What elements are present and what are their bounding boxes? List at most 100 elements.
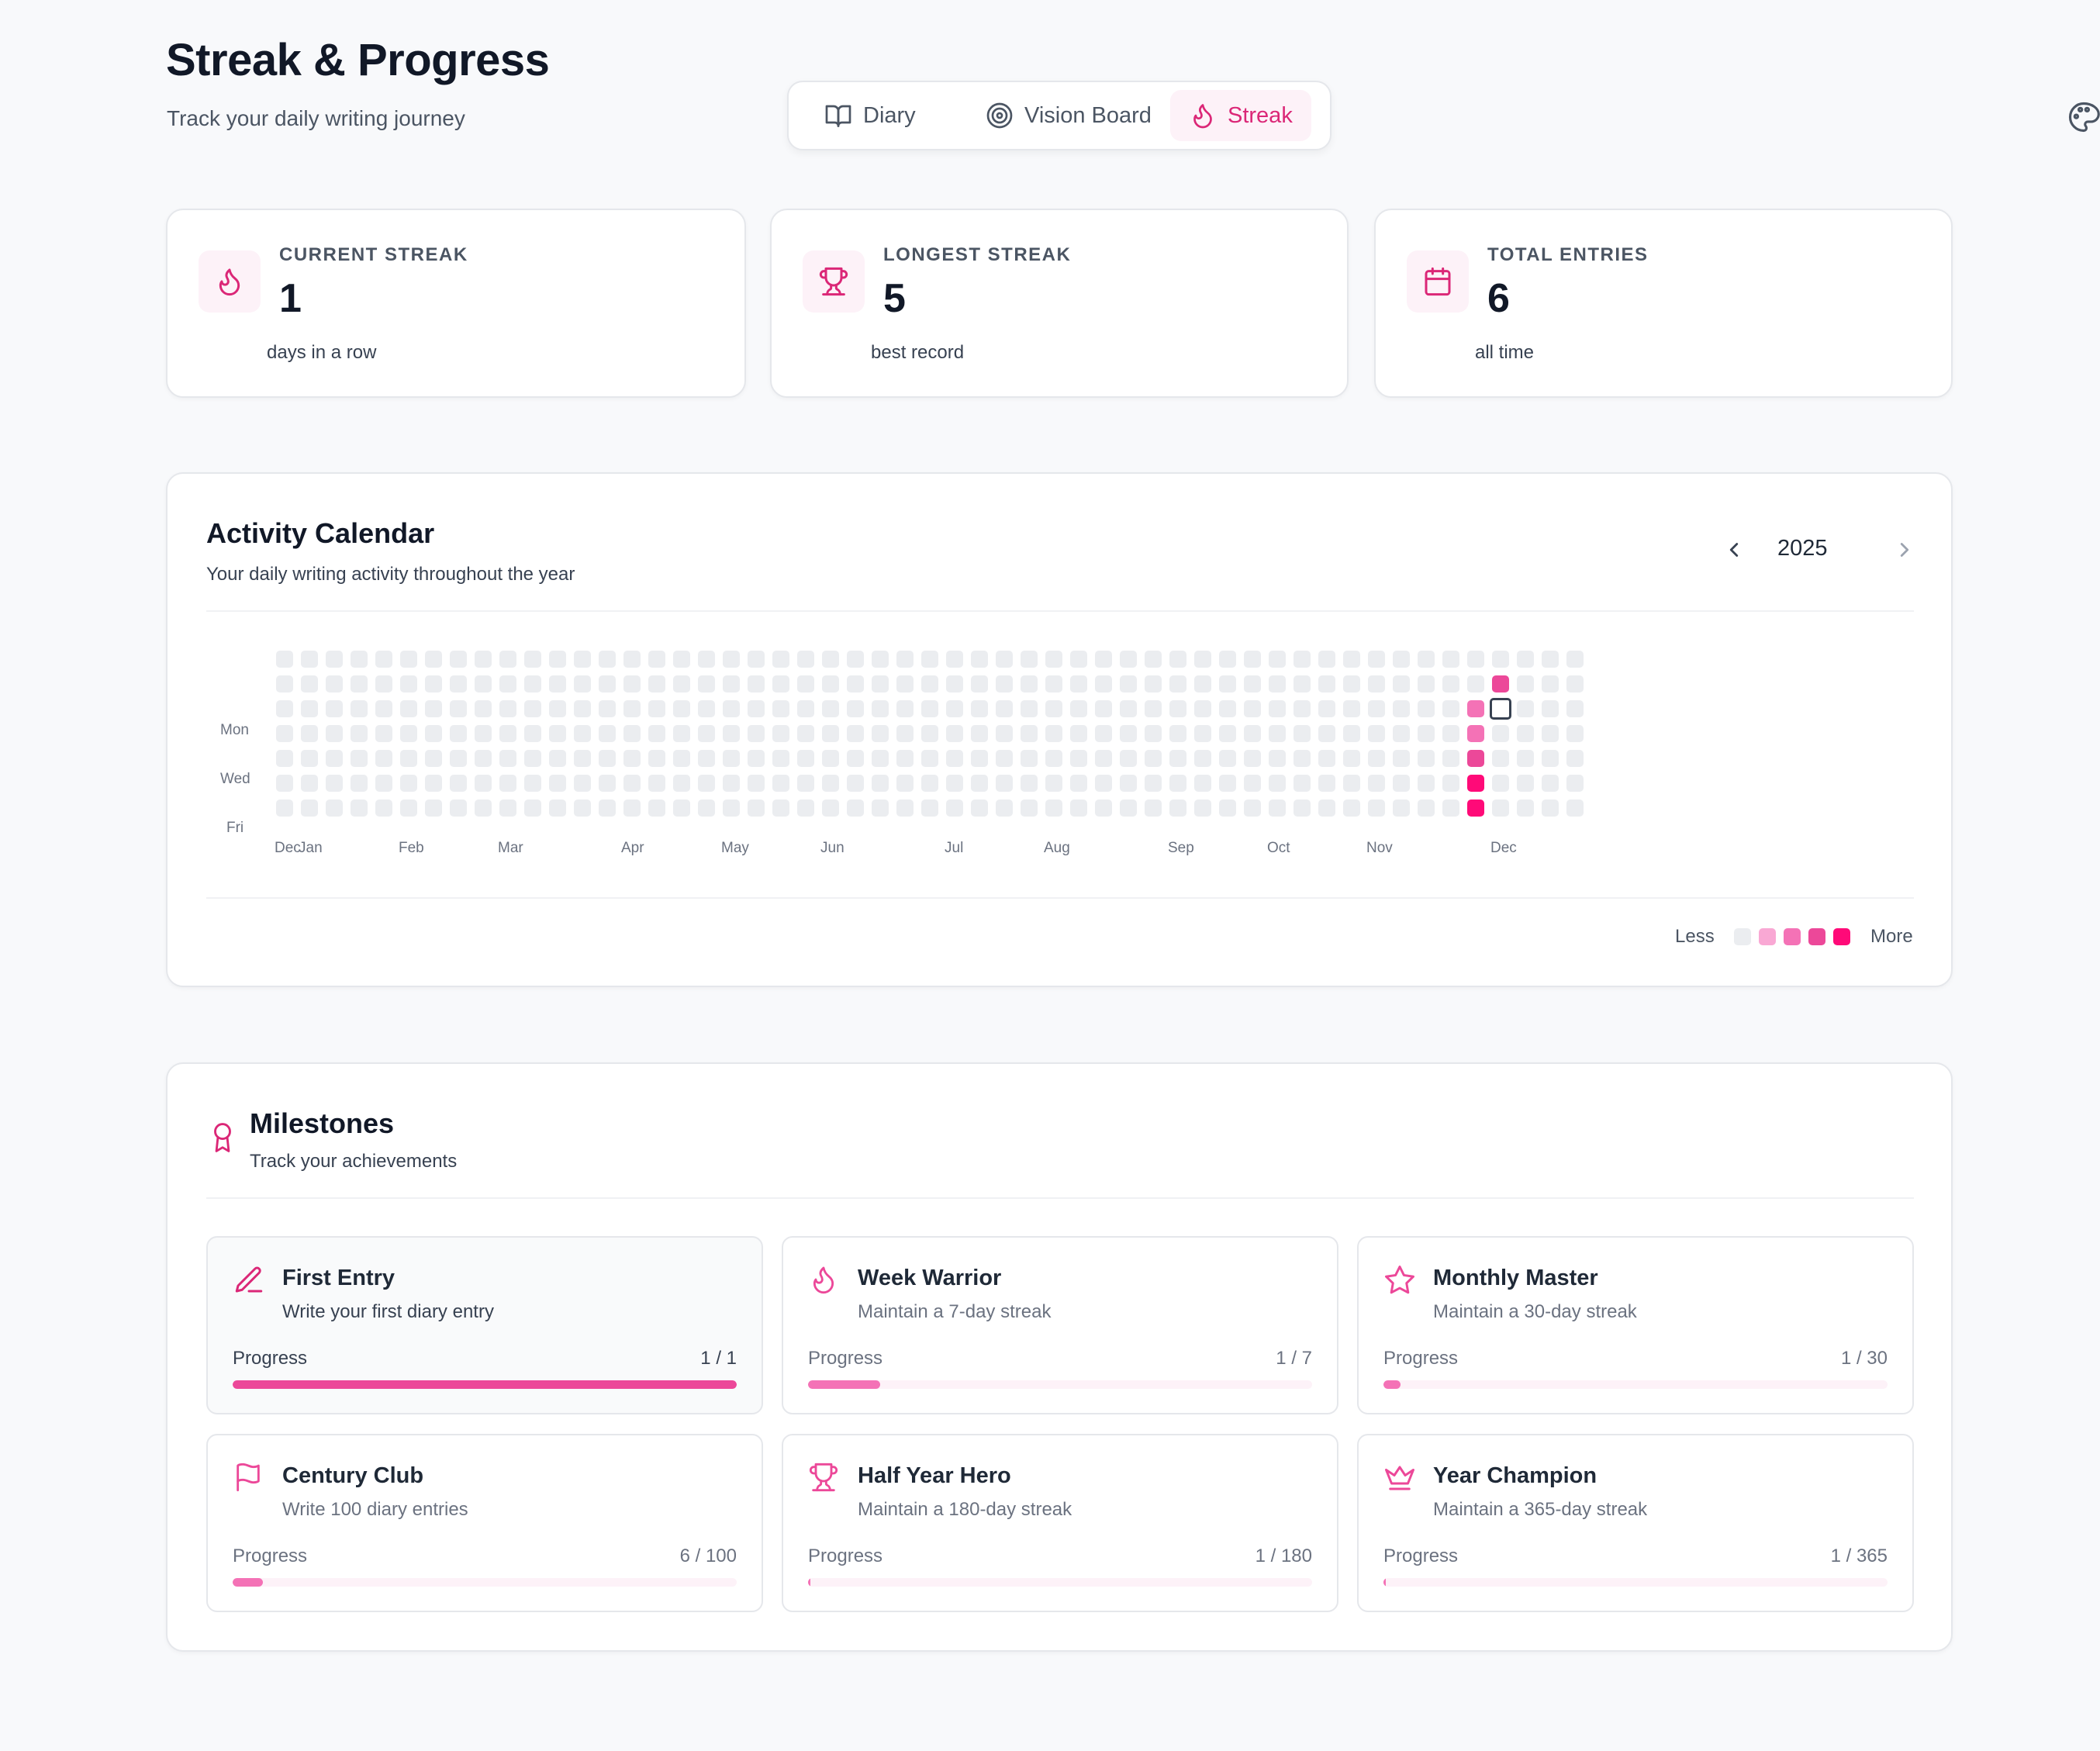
activity-day-cell[interactable] bbox=[698, 750, 715, 767]
activity-day-cell[interactable] bbox=[425, 651, 442, 668]
activity-day-cell[interactable] bbox=[1343, 651, 1360, 668]
activity-day-cell[interactable] bbox=[1045, 651, 1062, 668]
activity-day-cell[interactable] bbox=[599, 750, 616, 767]
activity-day-cell[interactable] bbox=[1393, 800, 1410, 817]
activity-day-cell[interactable] bbox=[648, 725, 665, 742]
activity-day-cell[interactable] bbox=[946, 750, 963, 767]
activity-day-cell[interactable] bbox=[1418, 675, 1435, 692]
activity-day-cell[interactable] bbox=[921, 800, 938, 817]
activity-day-cell[interactable] bbox=[1542, 750, 1559, 767]
activity-day-cell[interactable] bbox=[1418, 651, 1435, 668]
activity-day-cell[interactable] bbox=[1542, 775, 1559, 792]
activity-day-cell[interactable] bbox=[1393, 675, 1410, 692]
activity-day-cell[interactable] bbox=[698, 675, 715, 692]
activity-day-cell[interactable] bbox=[1517, 651, 1534, 668]
activity-day-cell[interactable] bbox=[499, 675, 516, 692]
activity-day-cell[interactable] bbox=[1542, 700, 1559, 717]
activity-day-cell[interactable] bbox=[1442, 651, 1459, 668]
activity-day-cell[interactable] bbox=[822, 675, 839, 692]
activity-day-cell[interactable] bbox=[475, 775, 492, 792]
activity-day-cell[interactable] bbox=[1542, 725, 1559, 742]
activity-day-cell[interactable] bbox=[1467, 700, 1484, 717]
activity-day-cell[interactable] bbox=[1343, 775, 1360, 792]
activity-day-cell[interactable] bbox=[971, 775, 988, 792]
activity-day-cell[interactable] bbox=[896, 651, 914, 668]
activity-day-cell[interactable] bbox=[1120, 700, 1137, 717]
activity-day-cell[interactable] bbox=[1095, 725, 1112, 742]
activity-day-cell[interactable] bbox=[400, 800, 417, 817]
activity-day-cell[interactable] bbox=[1070, 675, 1087, 692]
activity-day-cell[interactable] bbox=[1368, 675, 1385, 692]
activity-day-cell[interactable] bbox=[1194, 775, 1211, 792]
activity-day-cell[interactable] bbox=[1145, 651, 1162, 668]
activity-day-cell[interactable] bbox=[326, 651, 343, 668]
activity-day-cell[interactable] bbox=[623, 651, 641, 668]
activity-day-cell[interactable] bbox=[1045, 775, 1062, 792]
activity-day-cell[interactable] bbox=[797, 775, 814, 792]
activity-day-cell[interactable] bbox=[499, 700, 516, 717]
activity-day-cell[interactable] bbox=[996, 700, 1013, 717]
activity-day-cell[interactable] bbox=[1566, 725, 1584, 742]
activity-day-cell[interactable] bbox=[574, 651, 591, 668]
next-year-button[interactable] bbox=[1889, 534, 1920, 565]
activity-day-cell[interactable] bbox=[1467, 800, 1484, 817]
activity-day-cell[interactable] bbox=[996, 725, 1013, 742]
activity-day-cell[interactable] bbox=[351, 725, 368, 742]
activity-day-cell[interactable] bbox=[1467, 725, 1484, 742]
activity-day-cell[interactable] bbox=[946, 651, 963, 668]
activity-day-cell[interactable] bbox=[1343, 800, 1360, 817]
activity-day-cell[interactable] bbox=[673, 651, 690, 668]
activity-day-cell[interactable] bbox=[1343, 675, 1360, 692]
activity-day-cell[interactable] bbox=[1095, 675, 1112, 692]
activity-day-cell[interactable] bbox=[301, 775, 318, 792]
activity-day-cell[interactable] bbox=[301, 800, 318, 817]
activity-day-cell[interactable] bbox=[1269, 725, 1286, 742]
activity-day-cell[interactable] bbox=[847, 775, 864, 792]
activity-day-cell[interactable] bbox=[946, 800, 963, 817]
activity-day-cell[interactable] bbox=[1294, 750, 1311, 767]
activity-day-cell[interactable] bbox=[648, 800, 665, 817]
activity-day-cell[interactable] bbox=[1318, 725, 1335, 742]
activity-day-cell[interactable] bbox=[822, 725, 839, 742]
activity-day-cell[interactable] bbox=[1393, 700, 1410, 717]
activity-day-cell[interactable] bbox=[499, 800, 516, 817]
activity-day-cell[interactable] bbox=[1269, 750, 1286, 767]
activity-day-cell[interactable] bbox=[1120, 750, 1137, 767]
activity-day-cell[interactable] bbox=[1169, 700, 1186, 717]
activity-day-cell[interactable] bbox=[450, 775, 467, 792]
activity-day-cell[interactable] bbox=[896, 775, 914, 792]
activity-day-cell[interactable] bbox=[375, 750, 392, 767]
activity-day-cell[interactable] bbox=[648, 651, 665, 668]
activity-day-cell[interactable] bbox=[375, 675, 392, 692]
activity-day-cell[interactable] bbox=[772, 651, 789, 668]
activity-day-cell[interactable] bbox=[996, 675, 1013, 692]
activity-day-cell[interactable] bbox=[1169, 725, 1186, 742]
activity-day-cell[interactable] bbox=[1542, 651, 1559, 668]
activity-day-cell[interactable] bbox=[1021, 651, 1038, 668]
activity-day-cell[interactable] bbox=[425, 675, 442, 692]
activity-day-cell[interactable] bbox=[1368, 775, 1385, 792]
activity-day-cell[interactable] bbox=[276, 775, 293, 792]
activity-day-cell[interactable] bbox=[673, 675, 690, 692]
activity-day-cell[interactable] bbox=[623, 675, 641, 692]
activity-day-cell[interactable] bbox=[1542, 800, 1559, 817]
activity-day-cell[interactable] bbox=[648, 775, 665, 792]
activity-day-cell[interactable] bbox=[1021, 750, 1038, 767]
activity-day-cell[interactable] bbox=[847, 800, 864, 817]
activity-day-cell[interactable] bbox=[772, 775, 789, 792]
activity-day-cell[interactable] bbox=[1021, 700, 1038, 717]
activity-day-cell[interactable] bbox=[1418, 725, 1435, 742]
activity-day-cell[interactable] bbox=[1095, 750, 1112, 767]
activity-day-cell[interactable] bbox=[847, 700, 864, 717]
activity-day-cell[interactable] bbox=[822, 750, 839, 767]
activity-day-cell[interactable] bbox=[425, 700, 442, 717]
activity-day-cell[interactable] bbox=[301, 725, 318, 742]
activity-day-cell[interactable] bbox=[425, 775, 442, 792]
activity-day-cell[interactable] bbox=[549, 700, 566, 717]
activity-day-cell[interactable] bbox=[1294, 651, 1311, 668]
activity-day-cell[interactable] bbox=[822, 700, 839, 717]
activity-day-cell[interactable] bbox=[375, 700, 392, 717]
activity-day-cell[interactable] bbox=[524, 775, 541, 792]
activity-day-cell[interactable] bbox=[475, 675, 492, 692]
activity-day-cell[interactable] bbox=[276, 651, 293, 668]
